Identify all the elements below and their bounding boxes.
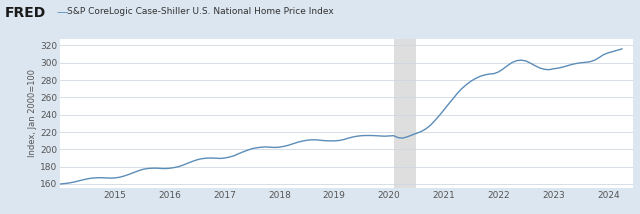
Bar <box>394 39 417 188</box>
Text: FRED: FRED <box>5 6 46 20</box>
Text: S&P CoreLogic Case-Shiller U.S. National Home Price Index: S&P CoreLogic Case-Shiller U.S. National… <box>67 7 334 16</box>
Text: —: — <box>56 7 67 18</box>
Y-axis label: Index, Jan 2000=100: Index, Jan 2000=100 <box>28 69 37 158</box>
